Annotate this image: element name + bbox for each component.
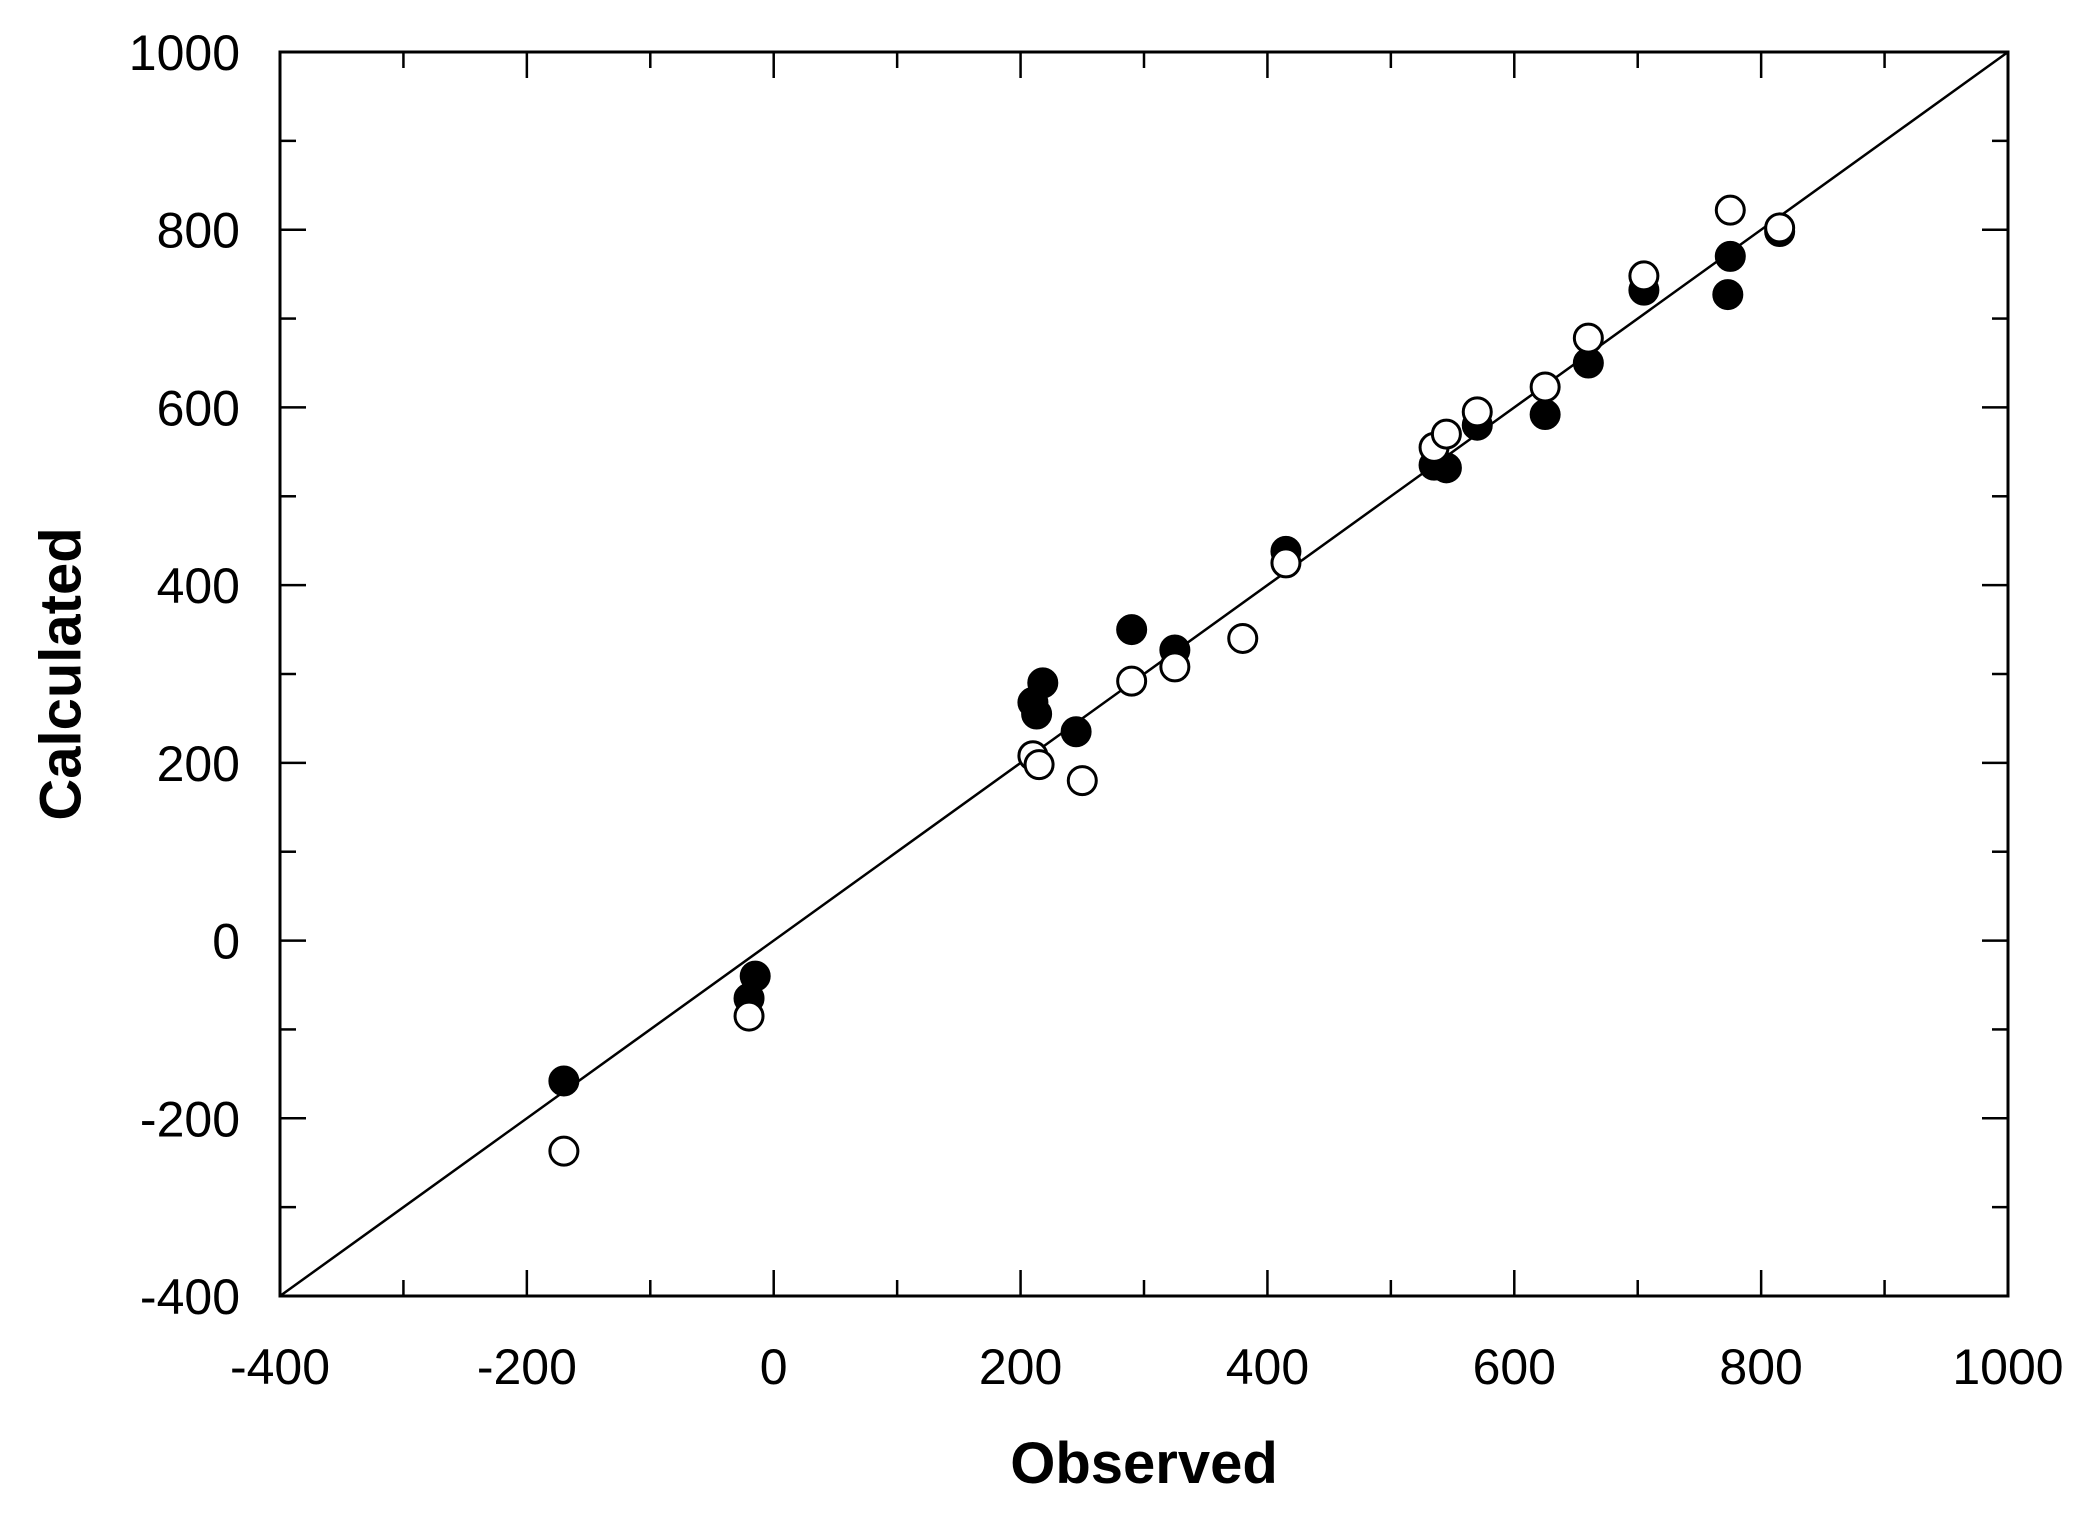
data-point-open xyxy=(1430,418,1462,450)
x-tick-label: -200 xyxy=(477,1339,577,1395)
y-tick-label: 800 xyxy=(157,203,240,259)
minor-ticks xyxy=(280,52,2008,1296)
y-tick-label: 400 xyxy=(157,558,240,614)
data-point-filled xyxy=(1714,240,1746,272)
x-tick-label: 800 xyxy=(1719,1339,1802,1395)
data-point-filled xyxy=(1116,614,1148,646)
data-point-open xyxy=(1529,371,1561,403)
data-point-open xyxy=(1572,322,1604,354)
data-point-filled xyxy=(1027,667,1059,699)
y-tick-labels: -400 -200 0 200 400 600 800 1000 xyxy=(129,25,240,1325)
data-point-open xyxy=(548,1135,580,1167)
data-point-open xyxy=(1066,765,1098,797)
data-point-open xyxy=(1270,547,1302,579)
y-tick-label: 1000 xyxy=(129,25,240,81)
data-point-filled xyxy=(1529,399,1561,431)
data-points xyxy=(548,194,1796,1167)
x-tick-label: 600 xyxy=(1473,1339,1556,1395)
y-axis-title: Calculated xyxy=(28,527,93,820)
y-tick-label: 200 xyxy=(157,736,240,792)
data-point-open xyxy=(733,1000,765,1032)
data-point-filled xyxy=(1021,698,1053,730)
data-point-open xyxy=(1714,194,1746,226)
y-tick-label: -400 xyxy=(140,1269,240,1325)
x-tick-label: 1000 xyxy=(1952,1339,2063,1395)
x-tick-label: -400 xyxy=(230,1339,330,1395)
y-tick-label: 0 xyxy=(212,914,240,970)
data-point-open xyxy=(1764,212,1796,244)
x-tick-label: 400 xyxy=(1226,1339,1309,1395)
data-point-open xyxy=(1116,665,1148,697)
y-tick-label: 600 xyxy=(157,380,240,436)
data-point-filled xyxy=(1060,716,1092,748)
x-tick-labels: -400 -200 0 200 400 600 800 1000 xyxy=(230,1339,2064,1395)
x-axis-title: Observed xyxy=(1010,1431,1278,1496)
data-point-open xyxy=(1227,622,1259,654)
data-point-filled xyxy=(1712,279,1744,311)
data-point-open xyxy=(1628,260,1660,292)
x-tick-label: 0 xyxy=(760,1339,788,1395)
data-point-open xyxy=(1023,749,1055,781)
y-tick-label: -200 xyxy=(140,1091,240,1147)
data-point-open xyxy=(1159,651,1191,683)
plot-area-frame xyxy=(278,50,2010,1298)
data-point-open xyxy=(1461,396,1493,428)
x-tick-label: 200 xyxy=(979,1339,1062,1395)
data-point-filled xyxy=(548,1065,580,1097)
